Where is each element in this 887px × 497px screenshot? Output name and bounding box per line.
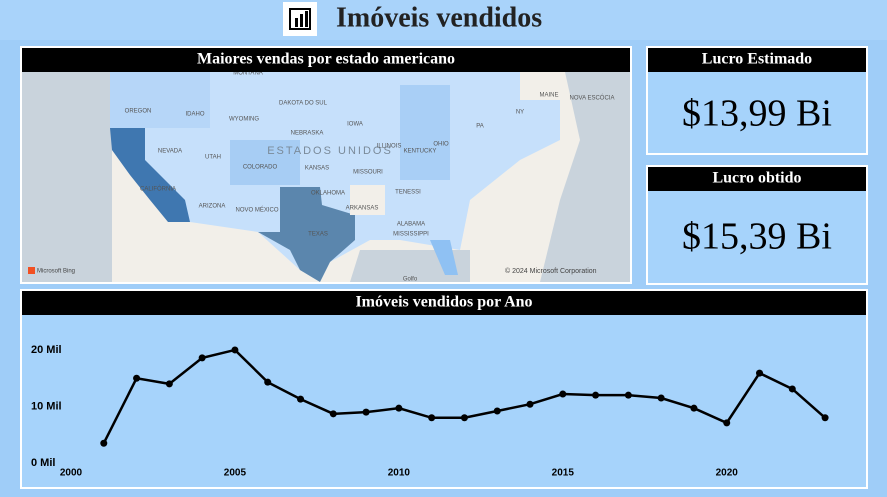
point	[657, 394, 665, 402]
point	[362, 408, 370, 416]
point	[133, 374, 141, 382]
card-title: Lucro Estimado	[702, 51, 812, 68]
y-tick-label: 10 Mil	[31, 400, 62, 412]
point	[690, 404, 698, 412]
logo	[283, 2, 317, 36]
map-label: IOWA	[347, 122, 363, 128]
x-tick-label: 2020	[716, 468, 739, 479]
map-label: NY	[516, 110, 524, 116]
map-label: KANSAS	[305, 166, 329, 172]
chart-title: Imóveis vendidos por Ano	[355, 294, 532, 311]
map-label: WYOMING	[229, 117, 259, 123]
map-label: TENESSI	[395, 190, 421, 196]
map-label: MISSISSIPPI	[393, 232, 429, 238]
map-label: MISSOURI	[353, 170, 383, 176]
point	[100, 439, 108, 447]
map-label: ARIZONA	[199, 204, 226, 210]
page-title: Imóveis vendidos	[336, 2, 542, 33]
map-label: Golfo	[403, 277, 418, 283]
point	[493, 407, 501, 415]
x-tick-label: 2015	[552, 468, 575, 479]
point	[231, 346, 239, 354]
map-label: ALABAMA	[397, 222, 425, 228]
map-label: NEVADA	[158, 149, 182, 155]
point	[756, 369, 764, 377]
point	[428, 414, 436, 422]
map-label: COLORADO	[243, 165, 278, 171]
map-label: UTAH	[205, 155, 221, 161]
panel-header	[22, 291, 866, 315]
point	[788, 385, 796, 393]
point	[624, 391, 632, 399]
map-label: OKLAHOMA	[311, 191, 345, 197]
map-label: MONTANA	[233, 71, 263, 77]
map-label: KENTUCKY	[404, 149, 437, 155]
map-label: OHIO	[433, 142, 449, 148]
header-bar	[0, 0, 887, 40]
panel-title: Maiores vendas por estado americano	[197, 51, 455, 68]
point	[723, 419, 731, 427]
x-tick-label: 2000	[60, 468, 83, 479]
point	[297, 395, 305, 403]
y-tick-label: 0 Mil	[31, 457, 55, 469]
point	[395, 404, 403, 412]
map-label: NEBRASKA	[291, 131, 324, 137]
point	[460, 414, 468, 422]
point	[592, 391, 600, 399]
map-panel: MONTANA DAKOTA DO SUL OREGON IDAHO WYOMING NE…	[20, 46, 632, 284]
map-label: PA	[476, 124, 484, 130]
point	[165, 380, 173, 388]
point	[559, 390, 567, 398]
map-label: IDAHO	[185, 112, 204, 118]
x-tick-label: 2010	[388, 468, 411, 479]
panel-header	[22, 48, 630, 72]
card: Lucro obtido $15,39 Bi	[646, 165, 868, 285]
bing-logo	[28, 267, 35, 274]
point	[329, 410, 337, 418]
map-label: NOVO MÉXICO	[235, 207, 278, 214]
card-value: $13,99 Bi	[682, 93, 832, 135]
map-label: NOVA ESCÓCIA	[570, 95, 615, 102]
map-label: OREGON	[125, 109, 152, 115]
card-value: $15,39 Bi	[682, 216, 832, 258]
chart: 0 Mil 10 Mil 20 Mil 2000 2005 2010 2015 2020	[31, 344, 829, 479]
point	[526, 400, 534, 408]
map-label: ESTADOS UNIDOS	[267, 145, 393, 157]
map-label: TEXAS	[308, 232, 328, 238]
y-tick-label: 20 Mil	[31, 344, 62, 356]
map-label: MAINE	[539, 93, 558, 99]
x-tick-label: 2005	[224, 468, 247, 479]
card: Lucro Estimado $13,99 Bi	[646, 46, 868, 155]
map-provider: Microsoft Bing	[37, 269, 75, 275]
map-label: CALIFÓRNIA	[140, 186, 176, 193]
map: MONTANA DAKOTA DO SUL OREGON IDAHO WYOMING NE…	[22, 71, 630, 283]
map-attribution: © 2024 Microsoft Corporation	[505, 267, 597, 275]
point	[264, 378, 272, 386]
map-label: ILLINOIS	[377, 144, 402, 150]
chart-panel	[22, 291, 866, 487]
point	[821, 414, 829, 422]
map-label: DAKOTA DO SUL	[279, 101, 328, 107]
point	[198, 354, 206, 362]
card-title: Lucro obtido	[712, 170, 801, 187]
map-label: ARKANSAS	[346, 206, 379, 212]
